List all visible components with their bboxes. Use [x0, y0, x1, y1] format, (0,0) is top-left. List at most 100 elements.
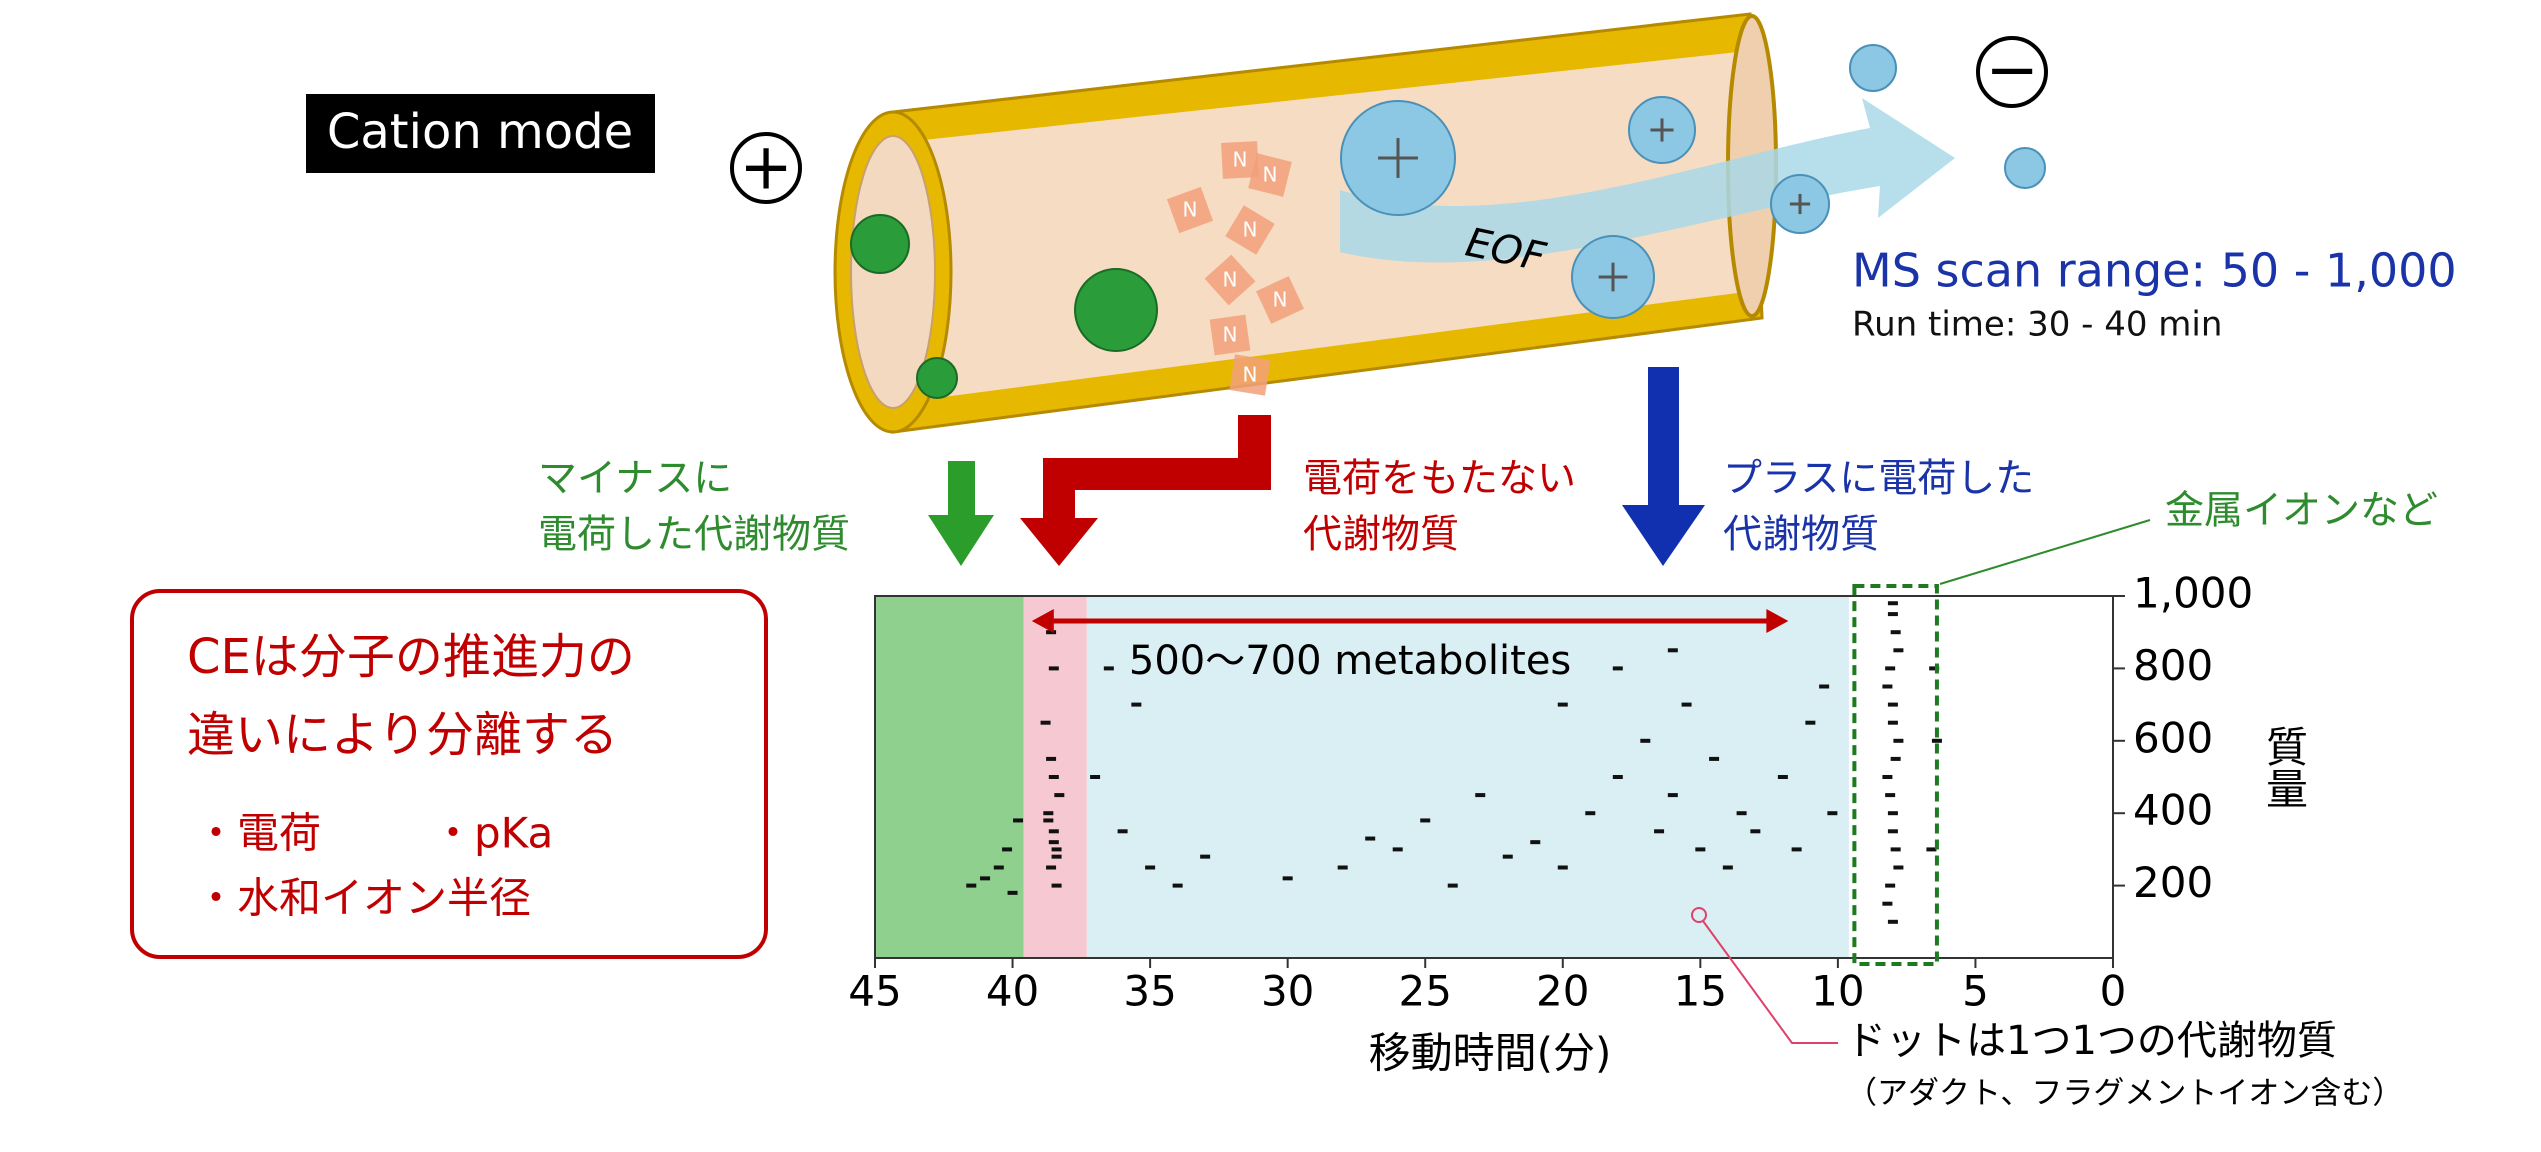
metabolite-dot	[1612, 775, 1623, 779]
metabolite-dot	[1131, 702, 1142, 707]
metabolite-dot	[1709, 756, 1720, 761]
x-tick-label: 25	[1398, 967, 1451, 1016]
cation	[2004, 147, 2046, 189]
metabolite-dot	[1557, 865, 1568, 870]
metabolite-dot	[1392, 847, 1403, 852]
mode-label: Cation mode	[327, 104, 633, 160]
region	[875, 596, 1024, 958]
metal-label: 金属イオンなど	[2165, 489, 2438, 534]
metabolite-dot	[1893, 648, 1904, 653]
metabolite-dot	[1882, 901, 1893, 906]
metabolite-dot	[1882, 775, 1893, 779]
metabolite-dot	[1805, 720, 1816, 725]
molecule-label: N	[1223, 268, 1238, 292]
molecule-box	[1229, 354, 1271, 396]
metabolite-dot	[1893, 738, 1904, 743]
metabolite-dot	[1502, 854, 1513, 859]
info-item: ・電荷	[195, 809, 321, 858]
metabolite-dot	[1931, 738, 1942, 743]
metabolite-dot	[1557, 702, 1568, 707]
anion	[916, 357, 958, 399]
region	[1086, 596, 1849, 958]
y-tick-label: 800	[2133, 641, 2213, 690]
metabolite-dot	[1420, 818, 1431, 823]
arrow-label: マイナスに	[538, 457, 732, 502]
x-tick-label: 30	[1261, 967, 1314, 1016]
metabolite-dot	[1887, 612, 1898, 617]
molecule-box	[1209, 314, 1251, 356]
molecule-label: N	[1243, 363, 1258, 387]
molecule-box	[1225, 205, 1275, 255]
molecule-box	[1256, 276, 1304, 324]
x-tick-label: 10	[1811, 967, 1864, 1016]
metabolite-dot	[1640, 738, 1651, 743]
x-tick-label: 0	[2100, 967, 2127, 1016]
metabolite-dot	[1475, 793, 1486, 798]
y-tick-label: 600	[2133, 713, 2213, 762]
metabolite-dot	[1777, 775, 1788, 779]
x-tick-label: 40	[986, 967, 1039, 1016]
molecule-label: N	[1233, 148, 1248, 172]
red-arrow	[1020, 415, 1271, 566]
molecule-label: N	[1183, 198, 1198, 222]
y-tick-label: 400	[2133, 786, 2213, 835]
range-arrow-head	[1031, 609, 1054, 633]
arrow-label: プラスに電荷した	[1723, 457, 2034, 502]
metabolite-dot	[1046, 865, 1057, 870]
metabolite-dot	[1885, 666, 1896, 671]
metabolite-dot	[980, 876, 991, 881]
metabolite-dot	[1887, 811, 1898, 816]
metabolite-dot	[1048, 829, 1059, 834]
metabolite-dot	[1051, 847, 1062, 852]
metabolite-dot	[1117, 829, 1128, 834]
callout-dot	[1691, 907, 1707, 923]
metabolite-dot	[1043, 811, 1054, 816]
molecule-label: N	[1263, 163, 1278, 187]
x-tick-label: 5	[1962, 967, 1989, 1016]
info-item: ・水和イオン半径	[195, 874, 531, 923]
metabolite-dot	[1695, 847, 1706, 852]
metabolite-dot	[1054, 793, 1065, 798]
cation	[1849, 44, 1897, 92]
metabolite-dot	[1890, 630, 1901, 635]
metabolite-dot	[1887, 601, 1898, 606]
cathode-symbol: −	[1985, 34, 2039, 108]
arrow-label: 電荷をもたない	[1303, 457, 1576, 502]
metabolite-dot	[1929, 666, 1940, 671]
arrow-label: 代謝物質	[1303, 513, 1459, 558]
callout-note: （アダクト、フラグメントイオン含む）	[1846, 1076, 2403, 1112]
metabolite-dot	[1887, 829, 1898, 834]
metabolite-dot	[1885, 793, 1896, 798]
ms-scan-range: MS scan range: 50 - 1,000	[1852, 244, 2457, 298]
molecule-box	[1221, 141, 1259, 179]
callout-text: ドットは1つ1つの代謝物質	[1846, 1018, 2337, 1064]
metabolite-dot	[1926, 847, 1937, 852]
arrow-label: 代謝物質	[1723, 513, 1879, 558]
metabolite-dot	[1893, 865, 1904, 870]
metabolite-dot	[1791, 847, 1802, 852]
metabolite-dot	[1447, 883, 1458, 888]
x-tick-label: 20	[1536, 967, 1589, 1016]
metabolite-dot	[1585, 811, 1596, 816]
ions	[850, 44, 2046, 399]
molecule-label: N	[1223, 323, 1238, 347]
metabolite-dot	[1827, 811, 1838, 816]
cathode-circle	[1976, 36, 2048, 108]
metabolite-dot	[1145, 865, 1156, 870]
metabolite-dot	[1890, 847, 1901, 852]
metabolite-dot	[1048, 666, 1059, 671]
molecule-box	[1248, 153, 1292, 197]
anode-circle	[730, 132, 802, 204]
callout-leader	[1702, 920, 1838, 1044]
metabolite-dot	[1051, 854, 1062, 859]
info-line: CEは分子の推進力の	[187, 629, 635, 685]
metabolite-dot	[1040, 720, 1051, 725]
metal-leader	[1939, 519, 2151, 585]
metabolite-dot	[1667, 648, 1678, 653]
metabolite-dot	[1365, 836, 1376, 841]
info-item: ・pKa	[432, 809, 553, 858]
metabolite-dot	[1172, 883, 1183, 888]
metabolite-dot	[1722, 865, 1733, 870]
